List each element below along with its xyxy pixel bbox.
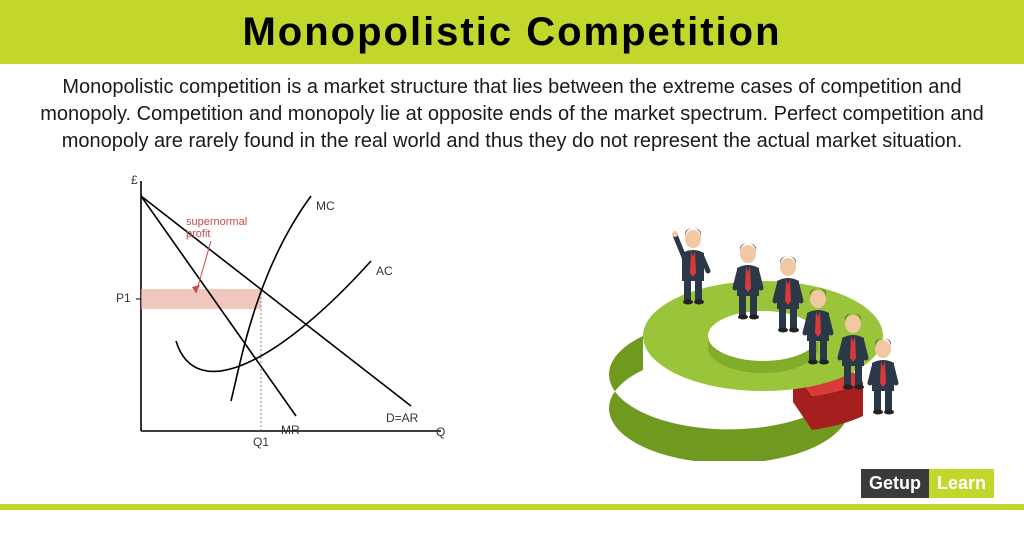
page-title: Monopolistic Competition xyxy=(242,10,781,55)
annotation-text: supernormal profit xyxy=(186,216,247,240)
content-row: £ Q P1 Q1 MC AC MR D=AR supernormal prof… xyxy=(0,161,1024,471)
profit-region xyxy=(141,289,261,309)
logo-left: Getup xyxy=(861,469,929,498)
logo-right: Learn xyxy=(929,469,994,498)
q1-label: Q1 xyxy=(253,435,269,449)
ac-curve xyxy=(176,261,371,371)
header-bar: Monopolistic Competition xyxy=(0,0,1024,64)
y-axis-label: £ xyxy=(131,173,138,187)
person-icon xyxy=(775,256,801,333)
x-axis-label: Q xyxy=(436,425,445,439)
pie-graphic xyxy=(583,161,943,461)
ac-label: AC xyxy=(376,264,393,278)
mc-label: MC xyxy=(316,199,335,213)
footer-bar xyxy=(0,504,1024,510)
brand-logo: Getup Learn xyxy=(861,469,994,498)
mr-label: MR xyxy=(281,423,300,437)
p1-label: P1 xyxy=(116,291,131,305)
dar-label: D=AR xyxy=(386,411,418,425)
description-text: Monopolistic competition is a market str… xyxy=(0,64,1024,161)
economics-chart: £ Q P1 Q1 MC AC MR D=AR supernormal prof… xyxy=(81,161,481,461)
